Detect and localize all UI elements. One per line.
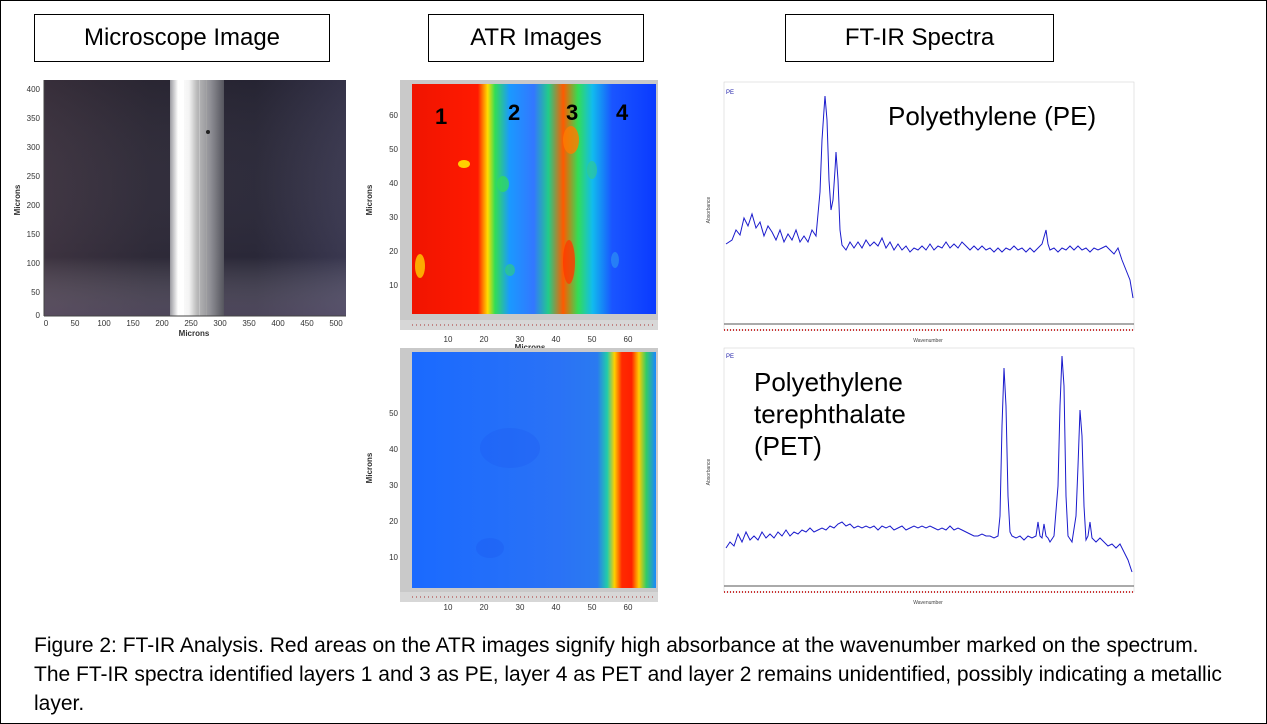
micro-x-tick: 350 bbox=[242, 319, 256, 328]
layer-number-3: 3 bbox=[566, 100, 578, 125]
pet-spectrum-name-line3: (PET) bbox=[754, 431, 822, 461]
atr-top-x-tick: 20 bbox=[480, 335, 489, 344]
atr-top-y-tick: 30 bbox=[389, 213, 398, 222]
pet-spectrum-panel: PE Absorbance Wavenumber Polyethylene te… bbox=[702, 346, 1138, 608]
micro-x-tick: 100 bbox=[97, 319, 111, 328]
micro-x-tick: 50 bbox=[71, 319, 80, 328]
atr-bottom-x-tick: 60 bbox=[624, 603, 633, 610]
header-microscope-image: Microscope Image bbox=[34, 14, 330, 62]
atr-bottom-x-tick: 50 bbox=[588, 603, 597, 610]
atr-top-x-tick: 10 bbox=[444, 335, 453, 344]
microscope-image-panel: 400 350 300 250 200 150 100 50 0 0 50 10… bbox=[14, 80, 346, 338]
atr-image-bottom-panel: 50 40 30 20 10 10 20 30 40 50 60 Microns bbox=[360, 348, 660, 610]
atr-top-x-tick: 50 bbox=[588, 335, 597, 344]
atr-image-top-panel: 1 2 3 4 60 50 40 30 20 10 10 20 30 40 50… bbox=[360, 80, 660, 352]
layer-number-1: 1 bbox=[435, 104, 447, 129]
atr-image-top: 1 2 3 4 60 50 40 30 20 10 10 20 30 40 50… bbox=[365, 80, 658, 352]
atr-bottom-y-tick: 40 bbox=[389, 445, 398, 454]
atr-top-x-tick: 60 bbox=[624, 335, 633, 344]
pet-x-axis-label: Wavenumber bbox=[913, 600, 943, 606]
atr-top-x-tick: 30 bbox=[516, 335, 525, 344]
pe-spectrum-line bbox=[725, 95, 1134, 299]
figure-caption: Figure 2: FT-IR Analysis. Red areas on t… bbox=[34, 634, 1222, 715]
microscope-image: 400 350 300 250 200 150 100 50 0 0 50 10… bbox=[14, 80, 346, 338]
micro-y-tick: 100 bbox=[27, 259, 41, 268]
micro-y-tick: 400 bbox=[27, 85, 41, 94]
atr-bottom-y-label: Microns bbox=[365, 452, 374, 483]
atr-bottom-y-tick: 20 bbox=[389, 517, 398, 526]
pe-spectrum-name: Polyethylene (PE) bbox=[888, 101, 1097, 131]
pet-spectrum-line bbox=[725, 355, 1133, 573]
atr-bottom-x-tick: 10 bbox=[444, 603, 453, 610]
micro-y-tick: 250 bbox=[27, 172, 41, 181]
pet-spectrum: PE Absorbance Wavenumber bbox=[706, 347, 1135, 606]
pet-spectrum-tag: PE bbox=[726, 354, 734, 360]
pe-x-axis-label: Wavenumber bbox=[913, 338, 943, 344]
micro-y-tick: 350 bbox=[27, 114, 41, 123]
atr-image-bottom: 50 40 30 20 10 10 20 30 40 50 60 Microns bbox=[365, 348, 658, 610]
micro-x-tick: 300 bbox=[213, 319, 227, 328]
micro-x-tick: 500 bbox=[329, 319, 343, 328]
pe-y-axis-label: Absorbance bbox=[706, 196, 712, 223]
atr-top-y-tick: 20 bbox=[389, 247, 398, 256]
micro-x-tick: 400 bbox=[271, 319, 285, 328]
atr-bottom-x-tick: 40 bbox=[552, 603, 561, 610]
layer-number-2: 2 bbox=[508, 100, 520, 125]
micro-x-tick: 150 bbox=[126, 319, 140, 328]
micro-x-label: Microns bbox=[179, 329, 210, 338]
pet-spectrum-name-line2: terephthalate bbox=[754, 399, 906, 429]
micro-y-tick: 150 bbox=[27, 230, 41, 239]
layer-number-4: 4 bbox=[616, 100, 629, 125]
atr-top-x-label: Microns bbox=[515, 343, 546, 352]
pe-spectrum: PE Absorbance Wavenumber bbox=[706, 81, 1135, 344]
atr-top-y-tick: 10 bbox=[389, 281, 398, 290]
micro-y-tick: 300 bbox=[27, 143, 41, 152]
header-atr-images: ATR Images bbox=[428, 14, 644, 62]
atr-top-x-tick: 40 bbox=[552, 335, 561, 344]
micro-y-label: Microns bbox=[14, 184, 22, 215]
pe-spectrum-tag: PE bbox=[726, 90, 734, 96]
atr-bottom-x-tick: 30 bbox=[516, 603, 525, 610]
micro-x-tick: 450 bbox=[300, 319, 314, 328]
atr-top-y-label: Microns bbox=[365, 184, 374, 215]
micro-x-tick: 200 bbox=[155, 319, 169, 328]
micro-y-tick: 0 bbox=[36, 311, 41, 320]
atr-bottom-x-tick: 20 bbox=[480, 603, 489, 610]
micro-x-tick: 250 bbox=[184, 319, 198, 328]
header-ftir-spectra: FT-IR Spectra bbox=[785, 14, 1054, 62]
atr-bottom-y-tick: 10 bbox=[389, 553, 398, 562]
atr-bottom-y-tick: 30 bbox=[389, 481, 398, 490]
atr-bottom-y-tick: 50 bbox=[389, 409, 398, 418]
micro-y-tick: 200 bbox=[27, 201, 41, 210]
micro-x-tick: 0 bbox=[44, 319, 49, 328]
atr-top-y-tick: 40 bbox=[389, 179, 398, 188]
micro-y-tick: 50 bbox=[31, 288, 40, 297]
atr-top-y-tick: 50 bbox=[389, 145, 398, 154]
pet-y-axis-label: Absorbance bbox=[706, 458, 712, 485]
pe-spectrum-panel: PE Absorbance Wavenumber Polyethylene (P… bbox=[702, 80, 1138, 346]
atr-top-y-tick: 60 bbox=[389, 111, 398, 120]
pet-spectrum-name-line1: Polyethylene bbox=[754, 367, 903, 397]
